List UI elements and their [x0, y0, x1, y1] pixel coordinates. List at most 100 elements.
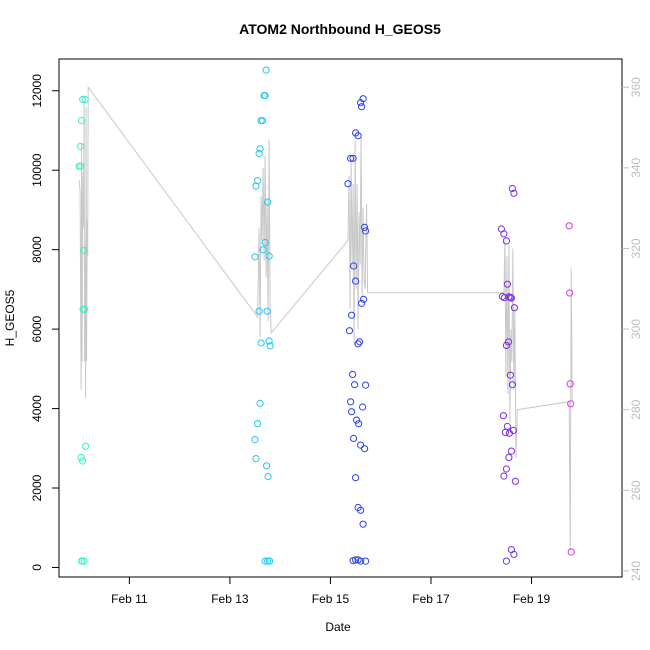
data-point: [251, 253, 259, 261]
data-point: [502, 465, 510, 473]
data-point: [358, 103, 366, 111]
data-point: [266, 342, 274, 350]
chart-title: ATOM2 Northbound H_GEOS5: [239, 21, 441, 37]
data-point: [510, 304, 519, 312]
y2-tick-label: 360: [629, 77, 643, 97]
y2-tick-label: 300: [629, 319, 643, 339]
data-point: [357, 441, 365, 449]
plot-frame: [58, 58, 623, 578]
secondary-line-layer: [78, 85, 573, 551]
data-point: [509, 426, 518, 434]
data-point: [361, 445, 369, 453]
data-point: [503, 280, 511, 288]
x-tick-label: Feb 15: [312, 592, 350, 606]
data-point: [347, 398, 355, 406]
y-tick-label: 12000: [30, 74, 44, 108]
y-tick-label: 8000: [30, 236, 44, 263]
data-point: [77, 453, 85, 461]
x-tick-label: Feb 17: [412, 592, 450, 606]
y-tick-label: 4000: [30, 395, 44, 422]
data-point: [504, 338, 512, 346]
secondary-series-line: [78, 85, 573, 551]
data-point: [511, 477, 520, 485]
data-point: [352, 474, 360, 482]
data-point: [79, 95, 87, 104]
data-point: [266, 557, 274, 565]
data-point: [510, 550, 518, 559]
data-point: [80, 557, 88, 565]
y2-tick-label: 320: [629, 238, 643, 258]
data-point: [499, 412, 507, 420]
data-point: [508, 381, 517, 389]
data-point: [352, 556, 360, 564]
data-point: [359, 403, 367, 411]
data-point: [505, 453, 513, 461]
data-point: [262, 66, 270, 74]
data-point: [251, 436, 259, 444]
data-point: [357, 99, 365, 107]
data-point: [349, 154, 357, 162]
data-point: [264, 198, 272, 206]
data-point: [261, 238, 269, 247]
data-point: [502, 237, 510, 245]
data-point: [500, 294, 508, 302]
data-point: [352, 277, 360, 285]
data-point: [259, 246, 267, 254]
data-point: [77, 142, 85, 150]
points-layer: [75, 66, 575, 565]
data-point: [255, 149, 263, 158]
x-tick-label: Feb 19: [513, 592, 551, 606]
data-point: [265, 337, 273, 345]
data-point: [500, 230, 508, 238]
data-point: [567, 548, 575, 556]
data-point: [362, 381, 370, 389]
data-point: [81, 95, 89, 104]
data-point: [502, 341, 510, 349]
y-axis-right: 240 260 280 300 320 340 360: [622, 77, 643, 581]
data-point: [567, 400, 575, 408]
data-point: [359, 520, 367, 528]
data-point: [347, 154, 355, 162]
data-point: [360, 295, 368, 303]
data-point: [506, 371, 514, 379]
data-point: [354, 132, 362, 140]
data-point: [359, 95, 367, 103]
data-point: [362, 227, 370, 235]
data-point: [353, 416, 361, 424]
data-point: [508, 184, 517, 193]
data-point: [348, 311, 356, 319]
data-point: [510, 189, 518, 197]
x-axis: Feb 11 Feb 13 Feb 15 Feb 17 Feb 19: [111, 577, 551, 606]
data-point: [355, 420, 363, 428]
y2-tick-label: 280: [629, 399, 643, 419]
y-axis-left: 0 2000 4000 6000 8000 10000 12000: [30, 74, 59, 571]
data-point: [82, 442, 90, 450]
data-point: [362, 557, 370, 565]
y2-tick-label: 260: [629, 480, 643, 500]
y-tick-label: 2000: [30, 474, 44, 501]
data-point: [259, 117, 267, 125]
y2-tick-label: 340: [629, 158, 643, 178]
y2-tick-label: 240: [629, 561, 643, 581]
data-point: [79, 305, 87, 313]
data-point: [255, 307, 263, 315]
data-point: [361, 223, 369, 231]
y-tick-label: 10000: [30, 153, 44, 187]
data-point: [507, 294, 515, 302]
data-point: [256, 399, 264, 407]
data-point: [78, 117, 86, 125]
y-axis-label: H_GEOS5: [3, 289, 17, 346]
data-point: [350, 434, 358, 442]
x-axis-label: Date: [325, 620, 351, 634]
data-point: [252, 455, 260, 463]
data-point: [263, 462, 271, 470]
data-point: [78, 557, 86, 565]
data-point: [351, 381, 359, 389]
y-tick-label: 6000: [30, 315, 44, 342]
data-point: [263, 307, 271, 315]
data-point: [349, 370, 357, 378]
data-point: [500, 472, 508, 480]
data-point: [256, 145, 264, 153]
